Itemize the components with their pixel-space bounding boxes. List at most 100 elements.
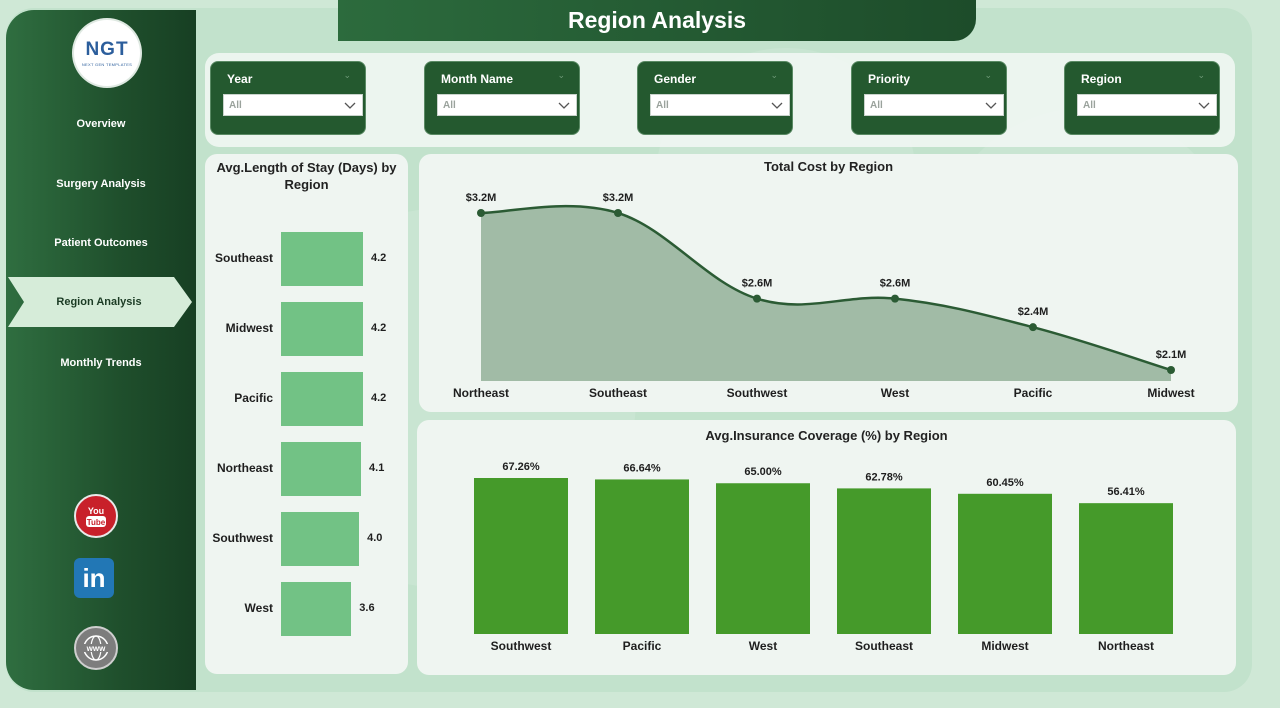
data-label: 66.64% — [623, 462, 661, 474]
total-cost-chart: $3.2M Northeast $3.2M Southeast $2.6M Southwe… — [453, 192, 1195, 400]
bar[interactable] — [595, 479, 689, 634]
filter-label: Priority — [868, 72, 911, 86]
insurance-coverage-chart: 67.26% Southwest 66.64% Pacific 65.00% West 62… — [474, 461, 1173, 653]
bar[interactable] — [281, 232, 363, 286]
nav-patient-outcomes[interactable]: Patient Outcomes — [54, 237, 148, 249]
priority-dropdown[interactable]: All — [864, 94, 1004, 116]
chevron-down-icon — [1198, 102, 1210, 109]
chevron-down-icon: ⌄ — [984, 70, 992, 80]
x-axis-label: Southeast — [855, 639, 913, 653]
nav-region-analysis[interactable]: Region Analysis — [8, 277, 192, 327]
svg-text:www: www — [86, 644, 106, 653]
data-label: 4.2 — [371, 322, 387, 334]
filter-label: Region — [1081, 72, 1122, 86]
data-label: 3.6 — [359, 602, 375, 614]
dropdown-value: All — [229, 100, 242, 111]
page-title: Region Analysis — [338, 0, 976, 41]
data-label: 4.2 — [371, 252, 387, 264]
nav-surgery-analysis[interactable]: Surgery Analysis — [56, 178, 146, 190]
series-line — [480, 204, 1172, 372]
svg-text:Tube: Tube — [87, 518, 106, 527]
data-point[interactable] — [477, 209, 485, 217]
data-label: $3.2M — [466, 192, 497, 204]
x-axis-label: Southwest — [491, 639, 552, 653]
data-label: $2.1M — [1156, 349, 1187, 361]
x-axis-label: West — [881, 386, 909, 400]
data-label: 56.41% — [1107, 486, 1145, 498]
x-axis-label: Pacific — [623, 639, 662, 653]
chart-title: Avg.Length of Stay (Days) by Region — [216, 160, 397, 192]
linkedin-icon[interactable]: in — [74, 558, 114, 598]
bar[interactable] — [281, 582, 352, 636]
nav-monthly-trends[interactable]: Monthly Trends — [60, 357, 142, 369]
youtube-icon[interactable]: You Tube — [74, 494, 118, 538]
dropdown-value: All — [1083, 100, 1096, 111]
bar[interactable] — [1079, 503, 1173, 634]
nav-overview[interactable]: Overview — [76, 118, 126, 130]
dropdown-value: All — [656, 100, 669, 111]
category-label: Pacific — [234, 391, 273, 405]
filter-label: Gender — [654, 72, 697, 86]
data-label: 4.2 — [371, 392, 387, 404]
filter-label: Month Name — [441, 72, 513, 86]
svg-text:You: You — [88, 506, 104, 516]
data-label: 60.45% — [986, 477, 1024, 489]
x-axis-label: Northeast — [453, 386, 509, 400]
data-label: $3.2M — [603, 192, 634, 204]
chart-title: Avg.Insurance Coverage (%) by Region — [705, 428, 948, 443]
nav-region-analysis-label: Region Analysis — [56, 296, 142, 308]
filter-priority: Priority ⌄ All — [851, 61, 1007, 135]
chevron-down-icon: ⌄ — [557, 70, 565, 80]
filter-label: Year — [227, 72, 253, 86]
data-label: 4.0 — [367, 532, 383, 544]
filter-gender: Gender ⌄ All — [637, 61, 793, 135]
category-label: Midwest — [225, 321, 273, 335]
logo-text: NGT — [85, 39, 129, 60]
category-label: Northeast — [216, 461, 273, 475]
bar[interactable] — [837, 488, 931, 634]
active-nav-arrow-shape — [8, 277, 192, 327]
region-dropdown[interactable]: All — [1077, 94, 1217, 116]
data-point[interactable] — [614, 209, 622, 217]
bar[interactable] — [281, 372, 363, 426]
chevron-down-icon — [985, 102, 997, 109]
bar[interactable] — [281, 302, 363, 356]
month-name-dropdown[interactable]: All — [437, 94, 577, 116]
data-label: 62.78% — [865, 471, 903, 483]
filter-region: Region ⌄ All — [1064, 61, 1220, 135]
gender-dropdown[interactable]: All — [650, 94, 790, 116]
bar[interactable] — [474, 478, 568, 634]
bar[interactable] — [716, 483, 810, 634]
data-point[interactable] — [1167, 366, 1175, 374]
dropdown-value: All — [870, 100, 883, 111]
ngt-logo: NGT NEXT GEN TEMPLATES — [74, 20, 140, 86]
bar[interactable] — [281, 512, 360, 566]
length-of-stay-panel: Avg.Length of Stay (Days) by Region Sout… — [205, 154, 408, 674]
length-of-stay-chart: Southeast 4.2 Midwest 4.2 Pacific 4.2 Northeas… — [205, 154, 408, 674]
data-label: $2.6M — [742, 278, 773, 290]
data-label: $2.4M — [1018, 306, 1049, 318]
filter-year: Year ⌄ All — [210, 61, 366, 135]
category-label: West — [244, 601, 273, 615]
data-label: 4.1 — [369, 462, 385, 474]
data-point[interactable] — [753, 294, 761, 303]
x-axis-label: Northeast — [1098, 639, 1154, 653]
x-axis-label: Southeast — [589, 386, 647, 400]
x-axis-label: Southwest — [727, 386, 788, 400]
insurance-coverage-panel: Avg.Insurance Coverage (%) by Region 67.… — [417, 420, 1236, 675]
sidebar: NGT NEXT GEN TEMPLATES Overview Surgery … — [6, 10, 196, 690]
year-dropdown[interactable]: All — [223, 94, 363, 116]
category-label: Southwest — [212, 531, 273, 545]
x-axis-label: Pacific — [1014, 386, 1053, 400]
chevron-down-icon — [771, 102, 783, 109]
bar[interactable] — [281, 442, 362, 496]
x-axis-label: Midwest — [1147, 386, 1194, 400]
data-point[interactable] — [891, 294, 899, 303]
globe-icon[interactable]: www — [74, 626, 118, 670]
bar[interactable] — [958, 493, 1052, 634]
chevron-down-icon — [558, 102, 570, 109]
data-label: 65.00% — [744, 466, 782, 478]
data-point[interactable] — [1029, 323, 1037, 332]
x-axis-label: West — [749, 639, 777, 653]
chevron-down-icon: ⌄ — [343, 70, 351, 80]
